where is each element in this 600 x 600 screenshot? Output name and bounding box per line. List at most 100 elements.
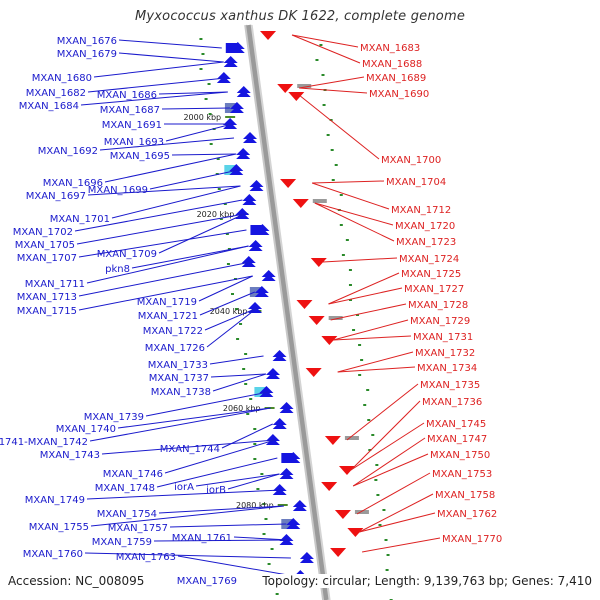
right-gene-label[interactable]: MXAN_1762: [359, 509, 497, 533]
gene-label[interactable]: MXAN_1701: [50, 214, 110, 225]
gene-label[interactable]: pkn8: [105, 264, 130, 275]
gene-label[interactable]: iorB: [206, 485, 226, 496]
gene-label[interactable]: MXAN_1715: [17, 306, 77, 317]
gene-label[interactable]: MXAN_1757: [108, 523, 168, 534]
gene-label[interactable]: MXAN_1738: [151, 387, 211, 398]
gene-label[interactable]: MXAN_1724: [399, 254, 459, 265]
left-gene-label[interactable]: MXAN_1759: [92, 537, 289, 548]
left-gene-label[interactable]: MXAN_1687: [100, 105, 230, 116]
left-gene-label[interactable]: MXAN_1679: [57, 49, 224, 63]
gene-label[interactable]: MXAN_1688: [362, 59, 422, 70]
gene-label[interactable]: MXAN_1725: [401, 269, 461, 280]
gene-label[interactable]: MXAN_1697: [26, 191, 86, 202]
right-gene-label[interactable]: MXAN_1770: [361, 534, 502, 553]
left-gene-label[interactable]: MXAN_1705: [15, 213, 245, 251]
right-gene-label[interactable]: MXAN_1758: [359, 490, 495, 533]
right-gene-label[interactable]: MXAN_1688: [291, 34, 422, 70]
right-gene-label[interactable]: MXAN_1683: [291, 34, 420, 54]
left-gene-label[interactable]: MXAN_1691: [102, 120, 233, 131]
gene-label[interactable]: MXAN_1747: [427, 434, 487, 445]
gene-label[interactable]: MXAN_1744: [160, 444, 220, 455]
left-gene-label[interactable]: MXAN_1696: [43, 153, 237, 189]
left-gene-label[interactable]: MXAN_1701: [50, 185, 241, 225]
gene-label[interactable]: MXAN_1729: [410, 316, 470, 327]
right-gene-label[interactable]: MXAN_1728: [330, 300, 469, 321]
gene-label[interactable]: MXAN_1676: [57, 36, 117, 47]
left-gene-label[interactable]: MXAN_1715: [17, 275, 253, 317]
gene-label[interactable]: MXAN_1733: [148, 360, 208, 371]
gene-label[interactable]: MXAN_1749: [25, 495, 85, 506]
gene-label[interactable]: MXAN_1680: [32, 73, 92, 84]
gene-label[interactable]: MXAN_1758: [435, 490, 495, 501]
left-gene-label[interactable]: MXAN_1763: [116, 552, 294, 577]
left-gene-label[interactable]: MXAN_1680: [32, 61, 224, 84]
left-gene-label[interactable]: MXAN_1737: [149, 373, 266, 384]
gene-label[interactable]: MXAN_1739: [84, 412, 144, 423]
gene-label[interactable]: MXAN_1702: [13, 227, 73, 238]
left-gene-label[interactable]: MXAN_1682: [26, 77, 226, 99]
left-gene-label[interactable]: MXAN_1713: [17, 261, 251, 303]
left-gene-label[interactable]: MXAN_1676: [57, 36, 222, 49]
gene-label[interactable]: MXAN_1750: [430, 450, 490, 461]
gene-label[interactable]: MXAN_1712: [391, 205, 451, 216]
gene-label[interactable]: MXAN_1732: [415, 348, 475, 359]
left-gene-label[interactable]: MXAN_1743: [40, 439, 275, 461]
left-gene-label[interactable]: MXAN_1769: [177, 576, 237, 587]
right-gene-label[interactable]: MXAN_1727: [328, 284, 464, 305]
left-gene-label[interactable]: MXAN_1702: [13, 199, 243, 238]
gene-label[interactable]: MXAN_1682: [26, 88, 86, 99]
gene-label[interactable]: MXAN_1761: [172, 533, 232, 544]
gene-label[interactable]: MXAN_1686: [97, 90, 157, 101]
gene-label[interactable]: MXAN_1695: [110, 151, 170, 162]
left-gene-label[interactable]: MXAN_1719: [137, 275, 253, 308]
left-gene-label[interactable]: MXAN_1684: [19, 91, 228, 112]
left-gene-label[interactable]: MXAN_1707: [17, 229, 247, 264]
left-gene-label[interactable]: MXAN_1693: [104, 123, 233, 148]
left-gene-label[interactable]: MXAN_1757: [108, 523, 287, 534]
left-gene-label[interactable]: MXAN_1749: [25, 489, 282, 506]
gene-label[interactable]: MXAN_1707: [17, 253, 77, 264]
right-gene-label[interactable]: MXAN_1690: [299, 87, 429, 100]
gene-label[interactable]: MXAN_1760: [23, 549, 83, 560]
left-gene-label[interactable]: MXAN_1740: [56, 407, 271, 435]
left-gene-label[interactable]: MXAN_1741-MXAN_1742: [0, 407, 271, 448]
right-gene-label[interactable]: MXAN_1700: [299, 95, 441, 166]
right-gene-label[interactable]: MXAN_1732: [337, 348, 476, 373]
gene-label[interactable]: MXAN_1722: [143, 326, 203, 337]
gene-label[interactable]: MXAN_1753: [432, 469, 492, 480]
gene-label[interactable]: MXAN_1690: [369, 89, 429, 100]
gene-label[interactable]: MXAN_1691: [102, 120, 162, 131]
right-gene-label[interactable]: MXAN_1725: [328, 269, 461, 305]
gene-label[interactable]: iorA: [174, 482, 194, 493]
gene-label[interactable]: MXAN_1679: [57, 49, 117, 60]
gene-label[interactable]: MXAN_1769: [177, 576, 237, 587]
left-gene-label[interactable]: MXAN_1721: [138, 291, 256, 322]
right-gene-label[interactable]: MXAN_1736: [350, 397, 482, 471]
gene-label[interactable]: MXAN_1687: [100, 105, 160, 116]
left-gene-label[interactable]: MXAN_1748: [95, 457, 278, 494]
left-gene-label[interactable]: iorA: [174, 473, 280, 493]
right-gene-label[interactable]: MXAN_1747: [352, 434, 487, 487]
left-gene-label[interactable]: MXAN_1733: [148, 355, 264, 371]
gene-label[interactable]: MXAN_1728: [408, 300, 468, 311]
right-gene-label[interactable]: MXAN_1750: [352, 450, 490, 487]
gene-label[interactable]: MXAN_1755: [29, 522, 89, 533]
gene-label[interactable]: MXAN_1684: [19, 101, 79, 112]
gene-label[interactable]: MXAN_1743: [40, 450, 100, 461]
gene-label[interactable]: MXAN_1721: [138, 311, 198, 322]
left-gene-label[interactable]: MXAN_1692: [38, 137, 235, 157]
right-gene-label[interactable]: MXAN_1729: [333, 316, 470, 341]
right-gene-label[interactable]: MXAN_1731: [333, 332, 473, 343]
gene-label[interactable]: MXAN_1713: [17, 292, 77, 303]
gene-label[interactable]: MXAN_1759: [92, 537, 152, 548]
gene-label[interactable]: MXAN_1745: [426, 419, 486, 430]
gene-label[interactable]: MXAN_1705: [15, 240, 75, 251]
right-gene-label[interactable]: MXAN_1734: [337, 363, 478, 374]
left-gene-label[interactable]: MXAN_1697: [26, 185, 241, 202]
gene-label[interactable]: MXAN_1689: [366, 73, 426, 84]
left-gene-label[interactable]: MXAN_1739: [84, 391, 269, 423]
gene-label[interactable]: MXAN_1692: [38, 146, 98, 157]
gene-label[interactable]: MXAN_1770: [442, 534, 502, 545]
right-gene-label[interactable]: MXAN_1689: [299, 73, 426, 89]
gene-label[interactable]: MXAN_1741-MXAN_1742: [0, 437, 88, 448]
